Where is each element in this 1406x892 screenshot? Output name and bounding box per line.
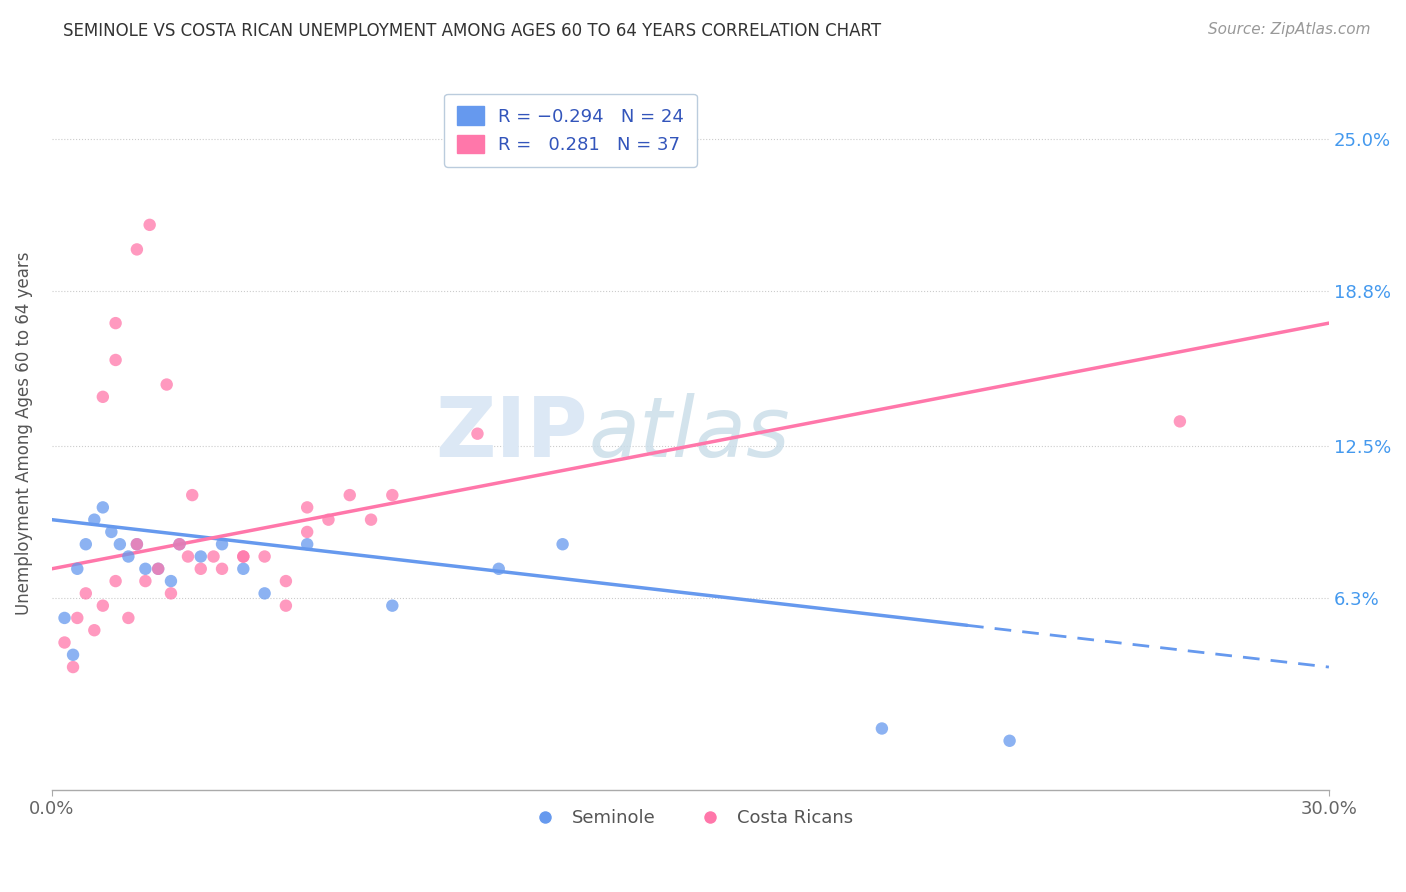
Point xyxy=(488,562,510,576)
Point xyxy=(75,586,97,600)
Point xyxy=(177,549,200,564)
Point xyxy=(1168,414,1191,428)
Point xyxy=(381,599,404,613)
Point xyxy=(998,733,1021,747)
Point xyxy=(295,500,318,515)
Point xyxy=(138,218,160,232)
Point xyxy=(232,549,254,564)
Point xyxy=(100,524,122,539)
Point xyxy=(104,574,127,588)
Point xyxy=(160,586,183,600)
Point xyxy=(232,562,254,576)
Text: Source: ZipAtlas.com: Source: ZipAtlas.com xyxy=(1208,22,1371,37)
Point xyxy=(467,426,489,441)
Point xyxy=(551,537,574,551)
Point xyxy=(125,243,148,257)
Point xyxy=(211,537,233,551)
Point xyxy=(83,513,105,527)
Point xyxy=(232,549,254,564)
Point xyxy=(75,537,97,551)
Point xyxy=(125,537,148,551)
Y-axis label: Unemployment Among Ages 60 to 64 years: Unemployment Among Ages 60 to 64 years xyxy=(15,252,32,615)
Point xyxy=(91,390,114,404)
Point xyxy=(104,353,127,368)
Text: atlas: atlas xyxy=(588,393,790,475)
Point xyxy=(62,660,84,674)
Point xyxy=(134,562,156,576)
Legend: Seminole, Costa Ricans: Seminole, Costa Ricans xyxy=(520,802,860,834)
Point xyxy=(125,537,148,551)
Point xyxy=(274,599,297,613)
Text: SEMINOLE VS COSTA RICAN UNEMPLOYMENT AMONG AGES 60 TO 64 YEARS CORRELATION CHART: SEMINOLE VS COSTA RICAN UNEMPLOYMENT AMO… xyxy=(63,22,882,40)
Point xyxy=(274,574,297,588)
Point xyxy=(104,316,127,330)
Point xyxy=(169,537,191,551)
Point xyxy=(148,562,170,576)
Point xyxy=(360,513,382,527)
Point xyxy=(253,586,276,600)
Point xyxy=(339,488,361,502)
Point xyxy=(62,648,84,662)
Point xyxy=(108,537,131,551)
Text: ZIP: ZIP xyxy=(436,393,588,475)
Point xyxy=(53,611,76,625)
Point xyxy=(91,500,114,515)
Point xyxy=(156,377,179,392)
Point xyxy=(295,537,318,551)
Point xyxy=(66,611,89,625)
Point xyxy=(318,513,340,527)
Point xyxy=(202,549,225,564)
Point xyxy=(211,562,233,576)
Point xyxy=(66,562,89,576)
Point xyxy=(295,524,318,539)
Point xyxy=(91,599,114,613)
Point xyxy=(253,549,276,564)
Point xyxy=(169,537,191,551)
Point xyxy=(148,562,170,576)
Point xyxy=(181,488,204,502)
Point xyxy=(117,549,139,564)
Point xyxy=(381,488,404,502)
Point xyxy=(83,624,105,638)
Point xyxy=(190,562,212,576)
Point xyxy=(53,635,76,649)
Point xyxy=(160,574,183,588)
Point xyxy=(134,574,156,588)
Point xyxy=(870,722,893,736)
Point xyxy=(190,549,212,564)
Point xyxy=(117,611,139,625)
